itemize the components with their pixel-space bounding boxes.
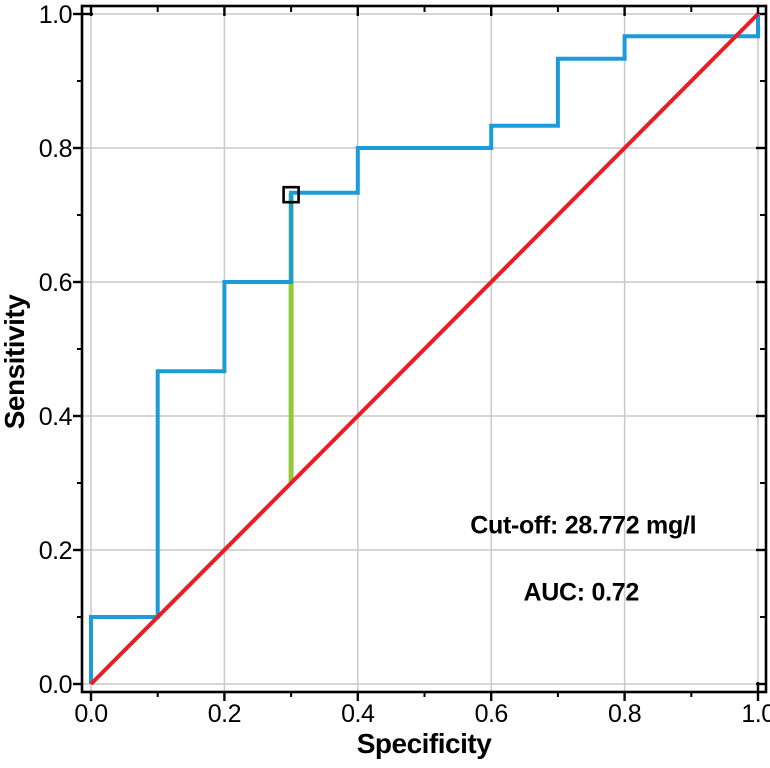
cutoff-point-marker (282, 185, 300, 204)
tick-labels: 0.00.0 0.2 0.2 0.4 0.4 0.6 0.6 0.8 0.8 1.0 1.0 (39, 1, 770, 728)
x-tick-label: 1.0 (741, 700, 770, 728)
y-axis-label: Sensitivity (0, 294, 30, 429)
x-tick-label: 0.6 (475, 700, 508, 728)
x-tick-label: 0.0 (74, 700, 107, 728)
auc-label: AUC: 0.72 (524, 579, 639, 607)
y-tick-label: 0.6 (39, 269, 72, 297)
y-tick-label: 1.0 (39, 1, 72, 29)
y-tick-label: 0.8 (39, 135, 72, 163)
gridlines (82, 6, 766, 692)
y-tick-label: 0.4 (39, 403, 73, 431)
reference-diagonal-line (89, 12, 760, 686)
cutoff-marker-group (282, 185, 300, 204)
plot-frame (80, 4, 768, 694)
annotations: Cut-off: 28.772 mg/l AUC: 0.72 (470, 512, 696, 607)
y-tick-label: 0.2 (39, 537, 72, 565)
x-tick-label: 0.2 (208, 700, 241, 728)
cutoff-label: Cut-off: 28.772 mg/l (470, 512, 696, 540)
x-axis-label: Specificity (357, 728, 492, 759)
axes-frame-and-ticks (73, 4, 768, 701)
x-tick-label: 0.4 (341, 700, 375, 728)
data-series (89, 12, 760, 686)
roc-curve-line (89, 14, 760, 684)
x-tick-label: 0.8 (608, 700, 641, 728)
y-tick-label: 0.0 (39, 671, 72, 699)
